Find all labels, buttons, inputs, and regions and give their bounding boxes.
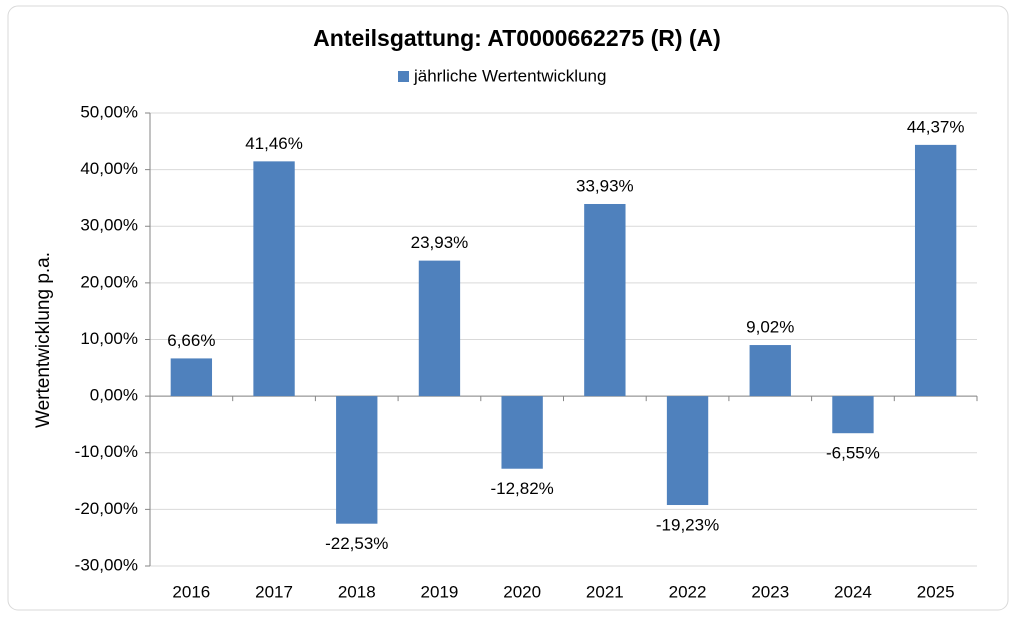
y-tick-label: -10,00% (75, 442, 138, 461)
data-label: -22,53% (325, 534, 388, 553)
chart-title: Anteilsgattung: AT0000662275 (R) (A) (313, 25, 721, 51)
data-label: -19,23% (656, 515, 719, 534)
data-label: 9,02% (746, 318, 794, 337)
y-tick-label: 10,00% (80, 329, 138, 348)
bar (501, 396, 543, 469)
data-label: -12,82% (490, 479, 553, 498)
bar (666, 396, 709, 506)
x-tick-label: 2021 (586, 582, 624, 601)
y-tick-label: -20,00% (75, 499, 138, 518)
x-tick-label: 2019 (421, 582, 459, 601)
x-tick-label: 2023 (751, 582, 789, 601)
legend-label: jährliche Wertentwicklung (413, 66, 606, 85)
data-label: -6,55% (826, 444, 880, 463)
data-label: 44,37% (907, 117, 965, 136)
data-label: 33,93% (576, 176, 634, 195)
x-tick-label: 2024 (834, 582, 872, 601)
x-tick-label: 2020 (503, 582, 541, 601)
bar (336, 396, 378, 524)
y-tick-label: -30,00% (75, 555, 138, 574)
legend-swatch (398, 71, 409, 82)
y-tick-label: 40,00% (80, 159, 138, 178)
y-tick-label: 20,00% (80, 272, 138, 291)
x-tick-label: 2016 (172, 582, 210, 601)
bar (253, 161, 295, 397)
x-tick-label: 2022 (669, 582, 707, 601)
y-tick-label: 30,00% (80, 216, 138, 235)
data-label: 23,93% (411, 233, 469, 252)
y-axis-label: Wertentwicklung p.a. (33, 252, 54, 428)
bar (418, 260, 461, 397)
data-label: 41,46% (245, 134, 303, 153)
bar (170, 358, 213, 397)
y-tick-label: 0,00% (90, 386, 138, 405)
x-tick-label: 2025 (917, 582, 955, 601)
x-tick-label: 2018 (338, 582, 376, 601)
bar (584, 203, 626, 397)
bar (749, 345, 791, 397)
x-tick-label: 2017 (255, 582, 293, 601)
bar (832, 396, 874, 434)
bar (914, 144, 957, 397)
data-label: 6,66% (167, 331, 215, 350)
y-tick-label: 50,00% (80, 102, 138, 121)
chart-frame (7, 5, 1009, 611)
